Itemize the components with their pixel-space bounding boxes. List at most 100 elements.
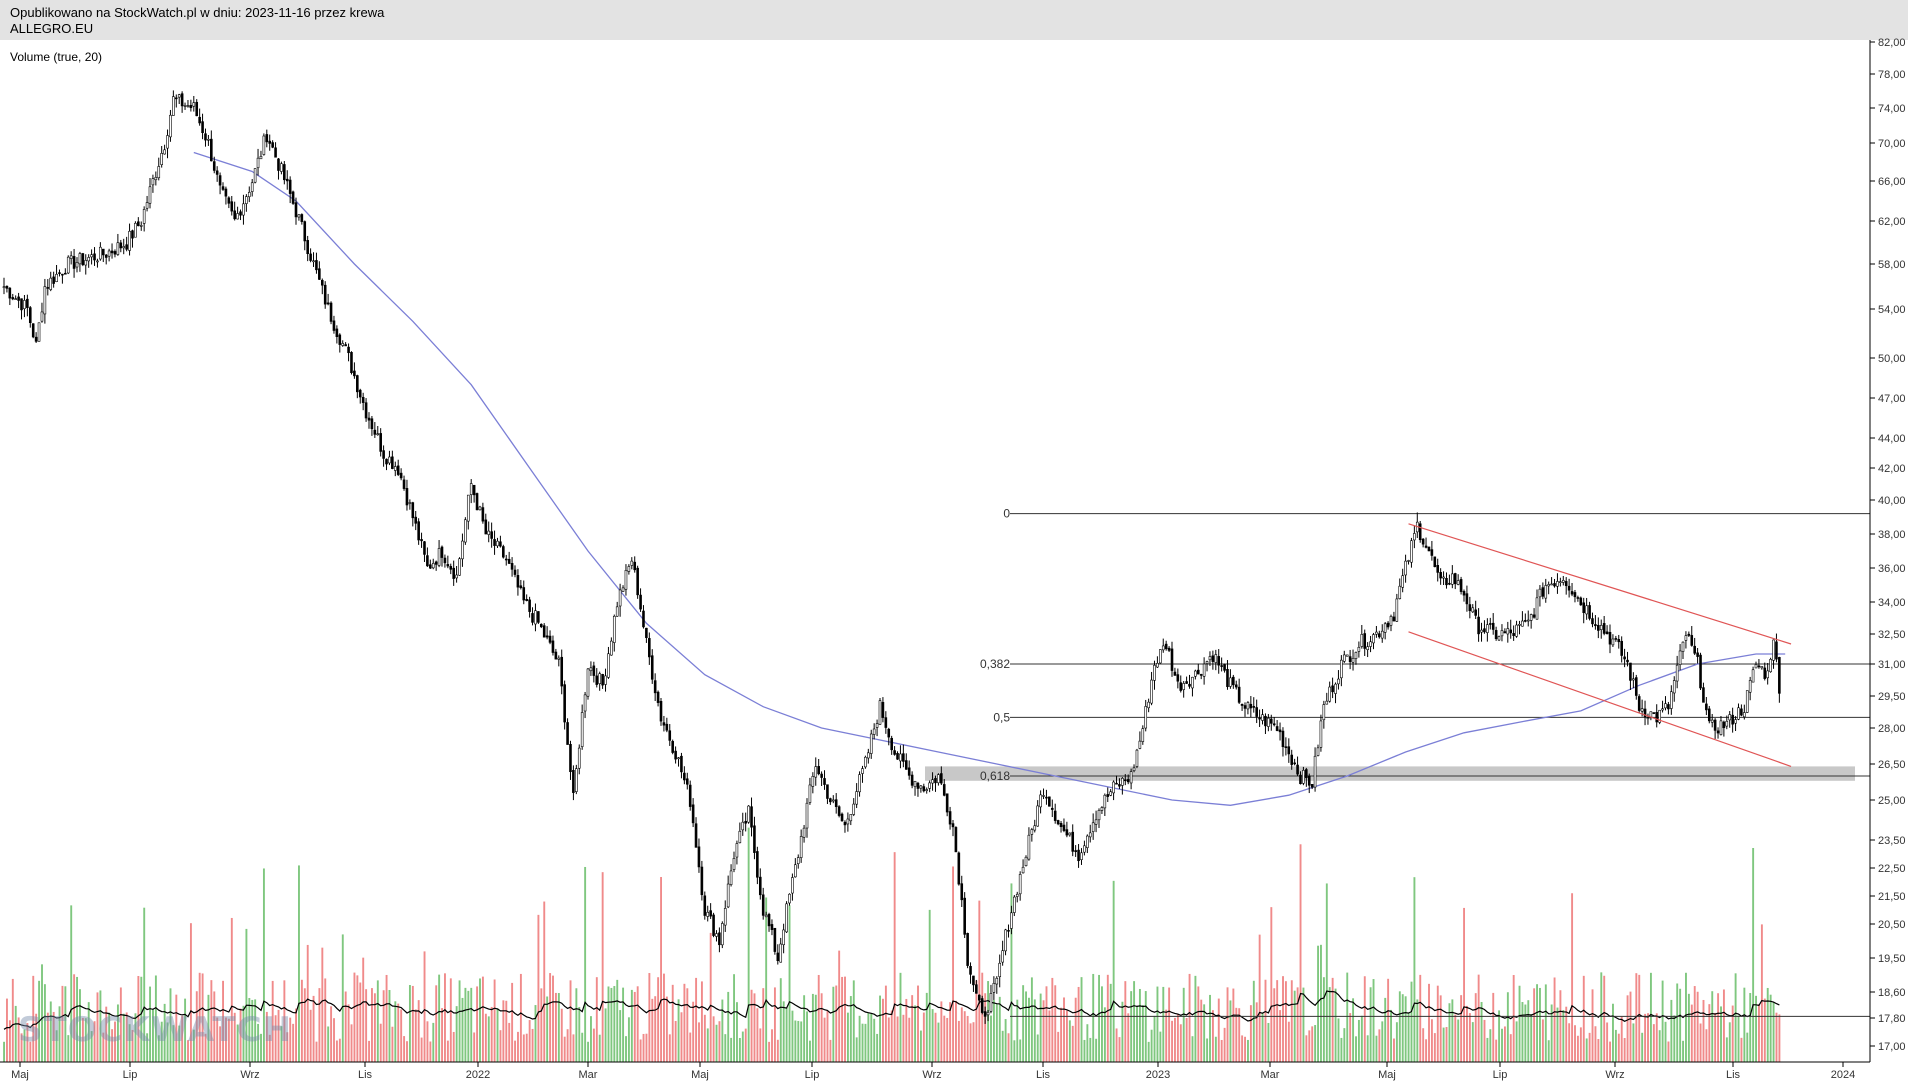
volume-bar [219,1026,222,1062]
volume-bar [952,866,954,1062]
volume-bar [683,983,686,1062]
candle-body [107,250,111,257]
volume-bar [458,980,461,1062]
candle-body [423,541,426,555]
candle-body [1299,774,1302,785]
volume-bar [537,914,540,1062]
candle-body [1033,825,1037,831]
volume-bar [709,932,712,1062]
volume-bar [645,1033,648,1062]
volume-bar [592,1028,595,1062]
volume-bar [771,1029,773,1062]
volume-bar [1468,1013,1471,1062]
candle-body [1398,585,1402,599]
volume-bar [1752,847,1755,1062]
volume-bar [733,974,735,1062]
candle-body [461,540,464,560]
volume-bar [341,934,344,1062]
candle-body [431,563,435,569]
volume-bar [864,1023,867,1062]
volume-bar [1600,972,1603,1062]
volume-bar [1355,1036,1357,1062]
candle-body [1716,730,1720,734]
volume-bar [706,1028,709,1062]
candle-body [1418,523,1422,541]
candle-body [55,273,58,282]
candle-body [615,606,619,617]
volume-bar [773,987,776,1062]
candle-body [1372,634,1375,644]
volume-bar [1013,1040,1016,1062]
volume-bar [1320,944,1322,1062]
volume-bar [902,1014,905,1062]
volume-bar [1585,1038,1588,1062]
volume-bar [114,1021,116,1062]
candle-body [1521,620,1524,627]
candle-body [834,799,838,807]
candle-body [1509,629,1513,634]
candle-body [391,456,394,469]
candle-body [1743,712,1746,718]
y-tick-label: 17,00 [1878,1041,1906,1053]
volume-bar [949,1002,952,1062]
candle-body [247,192,251,198]
candle-body [318,268,321,280]
volume-bar [689,1032,692,1062]
volume-bar [423,951,426,1062]
x-tick-label: Lis [1036,1069,1051,1081]
volume-bar [1217,998,1220,1062]
volume-bar [738,1037,741,1062]
volume-bar [1649,972,1652,1062]
candle-body [198,116,201,124]
candle-body [995,977,999,985]
candle-body [183,105,187,107]
candle-body [218,175,222,186]
candle-body [259,156,263,160]
volume-bar [814,994,817,1062]
volume-bar [417,1000,420,1062]
volume-bar [481,976,484,1062]
volume-bar [800,1021,803,1062]
volume-bar [1749,992,1752,1062]
candle-body [280,163,283,172]
volume-bar [371,988,373,1062]
volume-bar [665,996,668,1062]
volume-bar [1127,1013,1130,1062]
volume-bar [1667,1041,1670,1062]
volume-bar [289,1017,292,1062]
y-tick-label: 23,50 [1878,835,1906,847]
volume-bar [137,975,140,1062]
volume-bar [1244,1036,1246,1062]
volume-bar [441,1008,443,1062]
candle-body [776,952,780,962]
volume-bar [1203,1004,1206,1062]
volume-bar [762,988,765,1062]
candle-body [916,782,920,789]
volume-bar [919,1030,922,1062]
volume-bar [1731,1005,1734,1062]
volume-bar [140,976,143,1062]
candle-body [902,753,905,762]
volume-bar [1179,1024,1182,1062]
candle-body [148,186,152,204]
volume-bar [96,992,99,1062]
volume-bar [1036,1034,1039,1062]
candle-body [808,784,812,803]
candle-body [928,782,931,789]
volume-bar [914,1005,917,1062]
candle-body [1322,704,1326,721]
candle-body [1687,633,1691,636]
candle-body [426,555,429,567]
candle-body [370,418,374,430]
candle-body [1278,729,1282,733]
candle-body [341,343,345,346]
volume-bar [131,1029,134,1062]
x-tick-label: Lip [123,1069,138,1081]
candle-body [1497,636,1501,641]
candle-body [805,802,809,829]
candle-body [1159,649,1162,664]
candle-body [1591,618,1594,625]
candle-body [683,772,686,781]
candle-body [940,773,943,784]
volume-bar [598,1034,601,1062]
